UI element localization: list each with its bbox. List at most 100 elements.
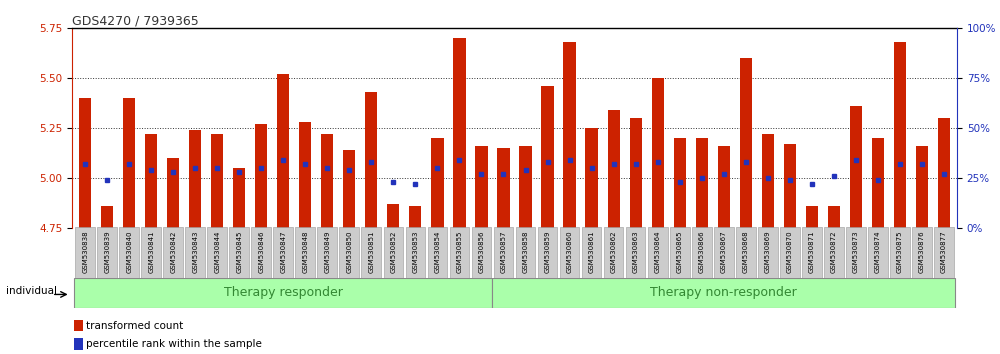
Bar (365, 92, 377, 228)
Text: GSM530872: GSM530872 (831, 230, 837, 273)
FancyBboxPatch shape (582, 227, 601, 278)
Bar (608, 110, 620, 228)
Text: GSM530855: GSM530855 (456, 230, 462, 273)
FancyBboxPatch shape (339, 227, 359, 278)
Text: GSM530848: GSM530848 (302, 230, 308, 273)
FancyBboxPatch shape (802, 227, 822, 278)
Bar (167, 158, 179, 228)
Text: GSM530849: GSM530849 (324, 230, 330, 273)
Bar (762, 134, 774, 228)
Text: GSM530859: GSM530859 (545, 230, 551, 273)
Bar (938, 118, 950, 228)
Bar (652, 78, 664, 228)
FancyBboxPatch shape (207, 227, 227, 278)
Text: GSM530846: GSM530846 (258, 230, 264, 273)
FancyBboxPatch shape (758, 227, 778, 278)
Text: GSM530862: GSM530862 (611, 230, 617, 273)
FancyBboxPatch shape (472, 227, 491, 278)
Bar (211, 134, 223, 228)
Text: GSM530863: GSM530863 (633, 230, 639, 273)
Text: GDS4270 / 7939365: GDS4270 / 7939365 (72, 14, 199, 27)
FancyBboxPatch shape (648, 227, 668, 278)
Text: GSM530838: GSM530838 (82, 230, 88, 273)
Bar (541, 86, 554, 228)
Text: GSM530877: GSM530877 (941, 230, 947, 273)
FancyBboxPatch shape (714, 227, 734, 278)
Bar (828, 206, 840, 228)
Bar (453, 38, 466, 228)
Bar (255, 124, 267, 228)
FancyBboxPatch shape (361, 227, 381, 278)
FancyBboxPatch shape (736, 227, 756, 278)
FancyBboxPatch shape (428, 227, 447, 278)
FancyBboxPatch shape (406, 227, 425, 278)
Text: GSM530847: GSM530847 (280, 230, 286, 273)
FancyBboxPatch shape (626, 227, 645, 278)
Bar (233, 169, 245, 228)
Bar (894, 42, 906, 228)
Text: GSM530856: GSM530856 (478, 230, 484, 273)
Bar (409, 206, 421, 228)
Text: GSM530869: GSM530869 (765, 230, 771, 273)
FancyBboxPatch shape (384, 227, 403, 278)
FancyBboxPatch shape (538, 227, 557, 278)
Text: Therapy non-responder: Therapy non-responder (650, 286, 797, 299)
FancyBboxPatch shape (890, 227, 910, 278)
Bar (387, 204, 399, 228)
FancyBboxPatch shape (492, 278, 955, 308)
Text: individual: individual (6, 286, 57, 296)
Bar (718, 146, 730, 228)
FancyBboxPatch shape (670, 227, 690, 278)
Bar (696, 138, 708, 228)
FancyBboxPatch shape (185, 227, 205, 278)
FancyBboxPatch shape (846, 227, 866, 278)
FancyBboxPatch shape (74, 278, 492, 308)
FancyBboxPatch shape (516, 227, 535, 278)
Text: GSM530853: GSM530853 (412, 230, 418, 273)
Text: GSM530864: GSM530864 (655, 230, 661, 273)
FancyBboxPatch shape (163, 227, 183, 278)
Bar (321, 134, 333, 228)
Bar (497, 148, 510, 228)
Text: GSM530844: GSM530844 (214, 230, 220, 273)
FancyBboxPatch shape (97, 227, 117, 278)
FancyBboxPatch shape (494, 227, 513, 278)
Text: GSM530842: GSM530842 (170, 230, 176, 273)
Bar (806, 206, 818, 228)
FancyBboxPatch shape (273, 227, 293, 278)
FancyBboxPatch shape (692, 227, 712, 278)
FancyBboxPatch shape (229, 227, 249, 278)
FancyBboxPatch shape (119, 227, 139, 278)
FancyBboxPatch shape (824, 227, 844, 278)
Text: Therapy responder: Therapy responder (224, 286, 343, 299)
Bar (585, 129, 598, 228)
Bar (563, 42, 576, 228)
FancyBboxPatch shape (317, 227, 337, 278)
Text: GSM530871: GSM530871 (809, 230, 815, 273)
Bar (145, 134, 157, 228)
Text: GSM530865: GSM530865 (677, 230, 683, 273)
FancyBboxPatch shape (251, 227, 271, 278)
Text: GSM530866: GSM530866 (699, 230, 705, 273)
Bar (674, 138, 686, 228)
FancyBboxPatch shape (295, 227, 315, 278)
Text: GSM530874: GSM530874 (875, 230, 881, 273)
Bar (79, 98, 91, 228)
FancyBboxPatch shape (450, 227, 469, 278)
Bar (74, 338, 83, 350)
Bar (784, 144, 796, 228)
Bar (475, 146, 488, 228)
Text: GSM530839: GSM530839 (104, 230, 110, 273)
Bar (630, 118, 642, 228)
Bar (123, 98, 135, 228)
Bar (277, 74, 289, 228)
Text: GSM530875: GSM530875 (897, 230, 903, 273)
Bar (299, 122, 311, 228)
Bar (343, 150, 355, 228)
Text: GSM530851: GSM530851 (368, 230, 374, 273)
Text: GSM530841: GSM530841 (148, 230, 154, 273)
FancyBboxPatch shape (934, 227, 954, 278)
Bar (740, 58, 752, 228)
Text: GSM530873: GSM530873 (853, 230, 859, 273)
Text: GSM530843: GSM530843 (192, 230, 198, 273)
